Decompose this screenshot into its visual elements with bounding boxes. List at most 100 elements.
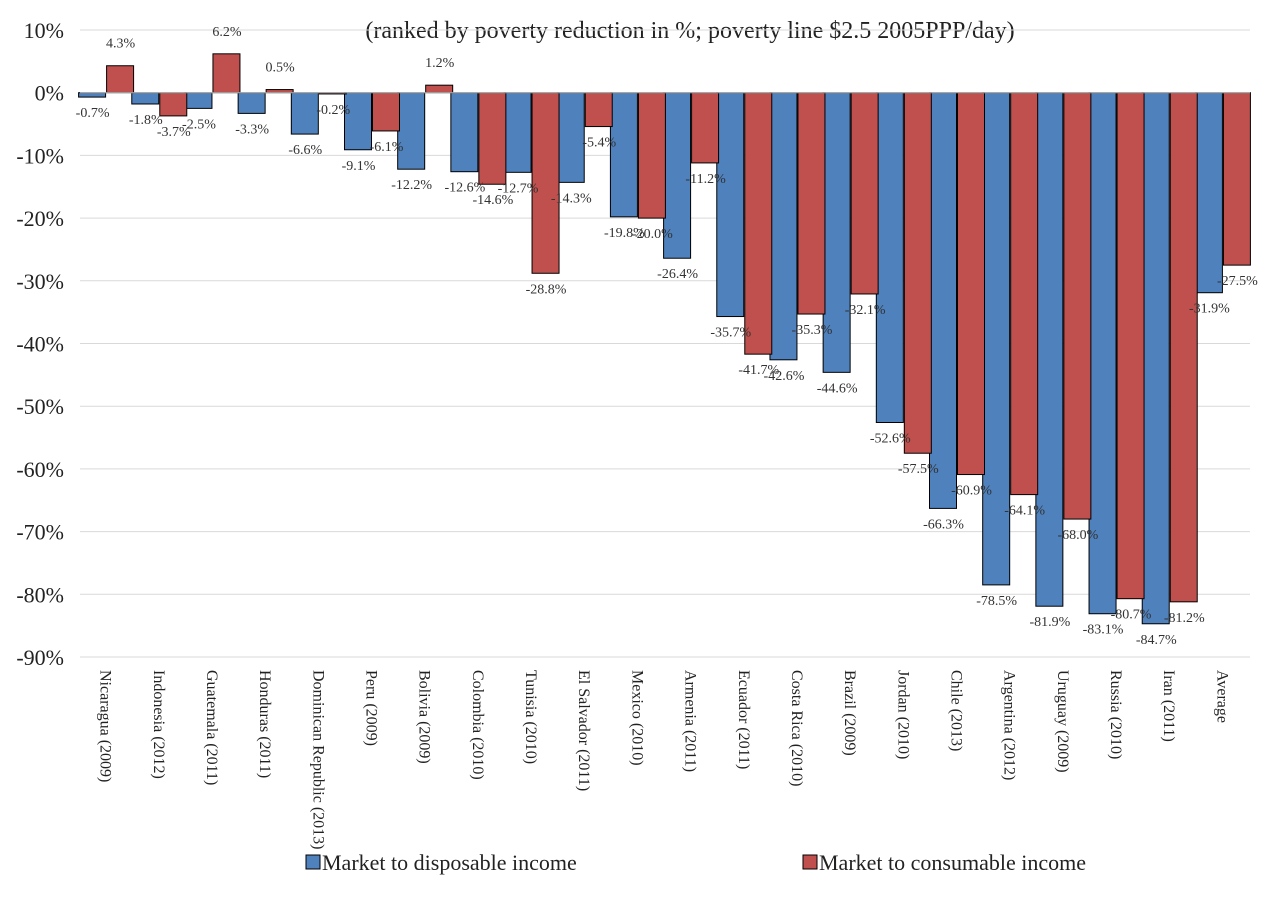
data-label-disposable: -83.1% xyxy=(1083,623,1124,638)
data-label-disposable: -1.8% xyxy=(129,113,163,128)
x-category-label: Peru (2009) xyxy=(363,670,380,746)
legend-label-consumable: Market to consumable income xyxy=(819,850,1086,875)
data-label-disposable: -0.7% xyxy=(76,106,110,121)
bar-consumable xyxy=(1116,92,1145,600)
y-tick-label: 0% xyxy=(35,81,64,106)
x-category-label: Argentina (2012) xyxy=(1001,670,1018,780)
data-label-consumable: -11.2% xyxy=(685,172,726,187)
bar-disposable xyxy=(875,92,904,424)
data-label-consumable: 0.5% xyxy=(266,61,296,76)
bar-consumable xyxy=(957,92,985,476)
data-label-consumable: -57.5% xyxy=(898,462,939,477)
legend-swatch-consumable xyxy=(802,854,818,870)
x-category-label: Costa Rica (2010) xyxy=(788,670,805,786)
data-label-consumable: 1.2% xyxy=(425,56,455,71)
bar-consumable xyxy=(1169,92,1198,603)
bar-consumable xyxy=(850,92,879,295)
data-label-consumable: -5.4% xyxy=(582,136,616,151)
x-category-label: Honduras (2011) xyxy=(256,670,273,778)
x-category-label: Ecuador (2011) xyxy=(735,670,752,769)
bar-disposable xyxy=(556,92,585,183)
data-label-consumable: -41.7% xyxy=(738,363,779,378)
data-label-consumable: -60.9% xyxy=(951,484,992,499)
bar-disposable xyxy=(1088,92,1117,615)
bar-disposable xyxy=(609,92,638,218)
bar-consumable xyxy=(584,92,613,128)
y-tick-label: -50% xyxy=(16,394,64,419)
data-label-disposable: -12.7% xyxy=(498,181,539,196)
bar-consumable xyxy=(637,92,666,219)
bar-consumable xyxy=(425,84,454,94)
x-category-label: Bolivia (2009) xyxy=(416,670,433,764)
data-label-consumable: -14.6% xyxy=(472,193,513,208)
data-label-disposable: -81.9% xyxy=(1029,615,1070,630)
x-category-label: Dominican Republic (2013) xyxy=(309,670,326,850)
y-tick-label: 10% xyxy=(24,18,64,43)
y-tick-label: -30% xyxy=(16,269,64,294)
y-tick-label: -40% xyxy=(16,332,64,357)
y-tick-label: -90% xyxy=(16,645,64,670)
x-category-label: Iran (2011) xyxy=(1160,670,1177,742)
bar-disposable xyxy=(237,92,266,114)
bar-consumable xyxy=(159,92,188,117)
data-label-disposable: -26.4% xyxy=(657,267,698,282)
y-tick-label: -20% xyxy=(16,206,64,231)
bar-consumable xyxy=(797,92,826,315)
x-category-label: Brazil (2009) xyxy=(841,670,858,756)
data-label-consumable: -6.1% xyxy=(370,140,404,155)
data-label-consumable: -0.2% xyxy=(316,103,350,118)
bar-disposable xyxy=(716,92,745,318)
bar-disposable xyxy=(769,92,798,361)
bar-consumable xyxy=(691,92,720,164)
data-label-consumable: 6.2% xyxy=(212,25,242,40)
x-category-label: Mexico (2010) xyxy=(628,670,645,766)
y-tick-label: -10% xyxy=(16,143,64,168)
x-category-label: Colombia (2010) xyxy=(469,670,486,780)
data-label-disposable: -44.6% xyxy=(817,381,858,396)
data-label-consumable: 4.3% xyxy=(106,37,136,52)
bar-disposable xyxy=(929,92,957,509)
x-category-label: Jordan (2010) xyxy=(894,670,911,759)
data-label-consumable: -35.3% xyxy=(792,323,833,338)
bar-consumable xyxy=(903,92,932,454)
data-label-disposable: -12.2% xyxy=(391,178,432,193)
data-label-disposable: -42.6% xyxy=(764,369,805,384)
bar-disposable xyxy=(450,92,479,173)
data-label-disposable: -52.6% xyxy=(870,432,911,447)
data-label-consumable: -3.7% xyxy=(157,125,191,140)
legend: Market to disposable income Market to co… xyxy=(305,850,1086,875)
bar-disposable xyxy=(131,92,160,105)
data-label-disposable: -6.6% xyxy=(288,143,322,158)
bar-consumable xyxy=(1010,92,1039,496)
data-label-consumable: -80.7% xyxy=(1111,608,1152,623)
x-category-label: Armenia (2011) xyxy=(682,670,699,772)
data-label-disposable: -9.1% xyxy=(342,159,376,174)
bar-disposable xyxy=(397,92,426,170)
data-label-disposable: -14.3% xyxy=(551,191,592,206)
x-axis: Nicaragua (2009) Indonesia (2012) Guatemal… xyxy=(80,92,1250,850)
data-label-consumable: -32.1% xyxy=(845,303,886,318)
bar-consumable xyxy=(212,53,241,94)
bar-consumable xyxy=(478,92,507,185)
x-category-label: Guatemala (2011) xyxy=(203,670,220,785)
bar-disposable xyxy=(344,92,372,151)
bar-consumable xyxy=(1222,92,1251,266)
bar-disposable xyxy=(1141,92,1170,625)
data-label-consumable: -28.8% xyxy=(526,282,567,297)
bar-disposable xyxy=(1194,92,1223,294)
y-tick-label: -70% xyxy=(16,520,64,545)
bar-disposable xyxy=(184,92,213,109)
data-label-consumable: -27.5% xyxy=(1217,274,1258,289)
x-category-label: Uruguay (2009) xyxy=(1054,670,1071,773)
data-label-disposable: -78.5% xyxy=(976,594,1017,609)
data-labels: -0.7% -1.8% -2.5% -3.3% -6.6% -9.1% -12.2% -12.… xyxy=(76,25,1258,648)
bar-consumable xyxy=(106,65,135,94)
data-label-disposable: -35.7% xyxy=(710,326,751,341)
bar-consumable xyxy=(744,92,773,355)
legend-label-disposable: Market to disposable income xyxy=(322,850,577,875)
bar-consumable xyxy=(372,92,400,132)
data-label-disposable: -2.5% xyxy=(182,117,216,132)
data-label-disposable: -12.6% xyxy=(444,181,485,196)
data-label-disposable: -19.8% xyxy=(604,226,645,241)
